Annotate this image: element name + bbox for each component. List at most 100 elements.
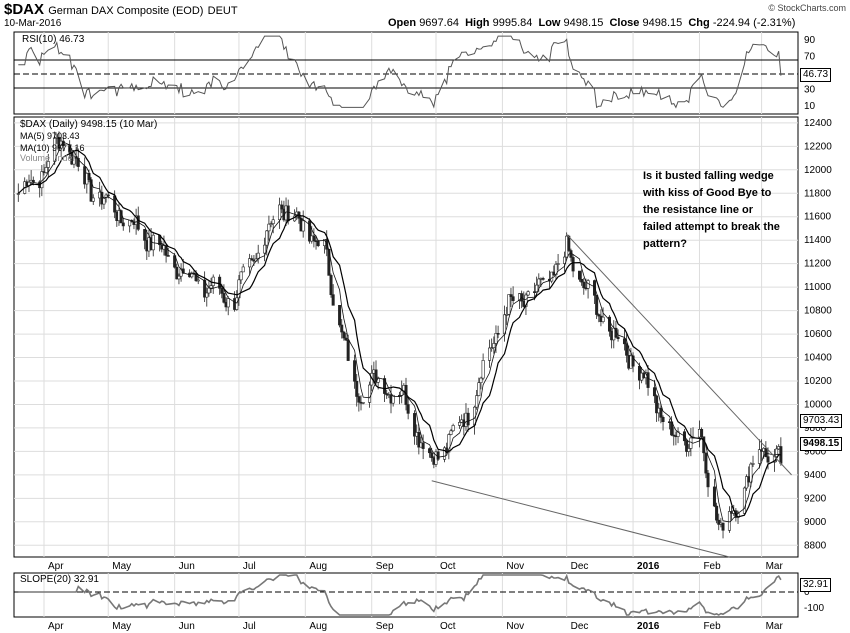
slope-tick-label: 0 [804, 587, 810, 598]
rsi-line [18, 35, 782, 109]
price-candle [764, 447, 768, 457]
price-candle [511, 296, 515, 301]
price-candle [398, 394, 402, 397]
price-candle [385, 393, 389, 396]
price-candle [220, 288, 224, 294]
price-candle [451, 425, 455, 432]
price-candle [742, 487, 746, 514]
price-candle [535, 284, 539, 293]
price-candle [449, 430, 453, 435]
price-candle [563, 256, 567, 264]
price-candle [490, 347, 494, 350]
open-value: 9697.64 [419, 17, 459, 29]
ma5-line [18, 141, 782, 523]
high-value: 9995.84 [492, 17, 533, 29]
ma5-legend: MA(5) 9703.43 [20, 131, 80, 141]
price-candle [301, 220, 305, 232]
price-candle [175, 266, 179, 280]
price-candle [481, 360, 485, 379]
price-candle [239, 271, 243, 281]
x-axis-label: May [112, 561, 131, 572]
price-tick-label: 9200 [804, 493, 827, 504]
rsi-tick-label: 10 [804, 101, 816, 112]
price-candle [44, 167, 48, 173]
price-candle [316, 240, 320, 247]
price-candle [571, 257, 575, 272]
slope-tick-label: -100 [804, 603, 824, 614]
price-candle [413, 413, 417, 437]
x-axis-label: Nov [506, 561, 524, 572]
x-axis-label: Apr [48, 621, 64, 632]
price-candle [715, 505, 719, 521]
price-candle [443, 447, 447, 460]
price-candle [492, 343, 496, 349]
price-candle [226, 298, 230, 308]
price-candle [312, 235, 316, 242]
price-candle [241, 266, 245, 273]
x-axis-label: Sep [376, 561, 394, 572]
close-value-tag: 9498.15 [800, 437, 843, 451]
x-axis-label: May [112, 621, 131, 632]
price-candle [194, 273, 198, 282]
price-candle [749, 463, 753, 483]
price-tick-label: 11600 [804, 212, 832, 223]
price-candle [597, 314, 601, 317]
price-tick-label: 10800 [804, 306, 832, 317]
price-candle [428, 448, 432, 454]
price-tick-label: 9600 [804, 446, 827, 457]
chart-date: 10-Mar-2016 [4, 18, 62, 29]
price-tick-label: 11400 [804, 235, 832, 246]
price-candle [655, 395, 659, 414]
price-candle [652, 387, 656, 397]
x-axis-label: Sep [376, 621, 394, 632]
x-axis-label: Apr [48, 561, 64, 572]
price-tick-label: 12400 [804, 118, 832, 129]
low-value: 9498.15 [563, 17, 604, 29]
price-candle [207, 287, 211, 294]
price-tick-label: 9800 [804, 423, 827, 434]
price-tick-label: 11800 [804, 188, 832, 199]
price-candle [466, 412, 470, 426]
price-candle [526, 291, 530, 296]
price-candle [507, 294, 511, 315]
x-axis-label: Aug [309, 561, 327, 572]
price-candle [16, 193, 20, 195]
price-candle [607, 316, 611, 332]
price-candle [196, 279, 200, 282]
price-candle [143, 229, 147, 241]
x-axis-label: Mar [766, 621, 784, 632]
x-axis-label: Feb [703, 561, 721, 572]
price-candle [582, 281, 586, 289]
x-axis-label: 2016 [637, 561, 660, 572]
x-axis-label: 2016 [637, 621, 660, 632]
x-axis-label: Dec [571, 621, 589, 632]
price-candle [329, 275, 333, 295]
price-candle [203, 279, 207, 298]
rsi-panel: 9070503010 [13, 31, 816, 115]
price-candle [509, 294, 513, 297]
price-candle [278, 204, 282, 221]
price-candle [533, 291, 537, 293]
price-tick-label: 9400 [804, 470, 827, 481]
rsi-legend: RSI(10) 46.73 [22, 34, 85, 45]
price-tick-label: 9000 [804, 517, 827, 528]
x-axis-label: Jun [179, 561, 195, 572]
price-tick-label: 10000 [804, 399, 832, 410]
price-candle [625, 343, 629, 356]
rsi-frame [13, 31, 799, 115]
price-candle [342, 331, 346, 339]
price-candle [31, 179, 35, 183]
price-tick-label: 12000 [804, 165, 832, 176]
price-candle [340, 324, 344, 333]
slope-frame [13, 572, 799, 618]
price-candle [391, 394, 395, 404]
price-candle [702, 436, 706, 454]
price-candle [267, 223, 271, 232]
price-tick-label: 10400 [804, 353, 832, 364]
price-candle [616, 336, 620, 339]
price-candle [76, 157, 80, 167]
price-candle [121, 222, 125, 227]
price-candle [704, 452, 708, 474]
brand-watermark: © StockCharts.com [768, 3, 846, 13]
